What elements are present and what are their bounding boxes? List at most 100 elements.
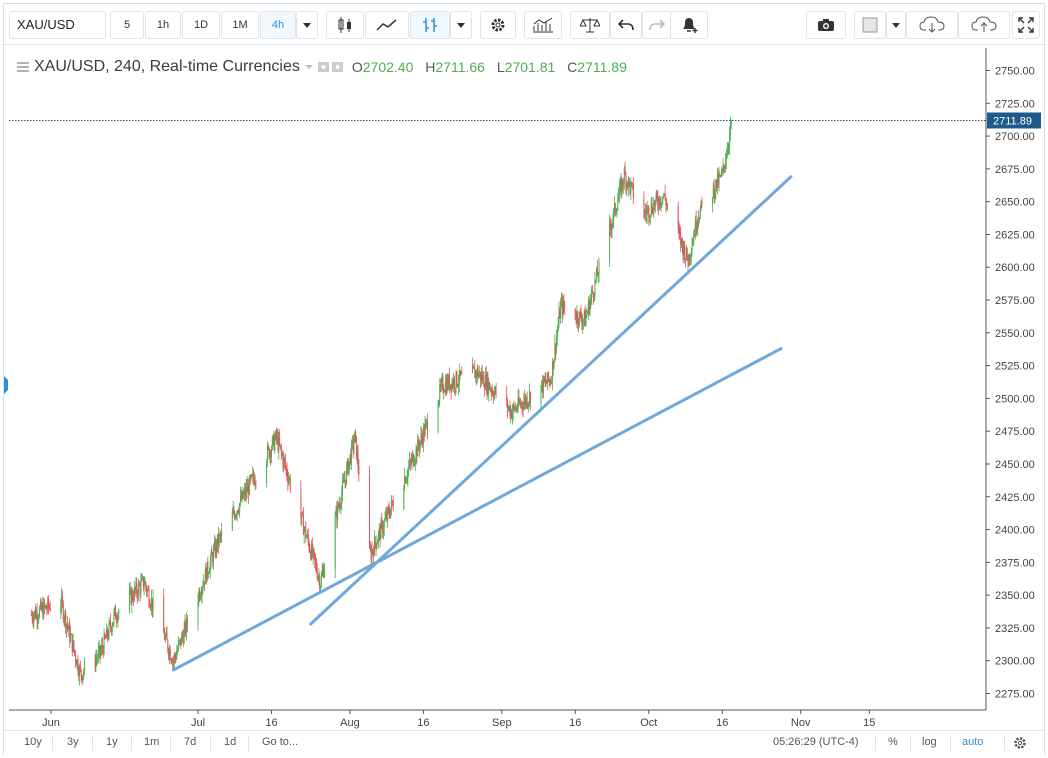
candle-body [425, 421, 427, 425]
load-chart-button[interactable] [906, 11, 958, 39]
candle-body [726, 150, 728, 158]
candle-body [208, 573, 210, 575]
candle-body [451, 381, 453, 391]
legend-title[interactable]: XAU/USD, 240, Real-time Currencies [34, 58, 300, 75]
range-3y-button[interactable]: 3y [67, 736, 79, 748]
candle-body [241, 491, 243, 501]
log-scale-button[interactable]: log [922, 736, 937, 748]
candle-body [377, 541, 379, 545]
candle-body [645, 211, 647, 214]
candle-body [644, 211, 646, 217]
interval-dropdown-button[interactable] [296, 11, 318, 39]
candle-body [591, 290, 593, 297]
candle-body [106, 628, 108, 639]
candle-body [725, 161, 727, 168]
candle-body [643, 197, 645, 217]
percent-scale-button[interactable]: % [888, 736, 898, 748]
compare-dropdown-button[interactable] [450, 11, 472, 39]
candle-body [543, 377, 545, 382]
range-1m-button[interactable]: 1m [144, 736, 160, 748]
alert-button[interactable] [670, 11, 708, 39]
candle-body [592, 292, 594, 298]
save-chart-button[interactable] [958, 11, 1010, 39]
candle-body [518, 397, 520, 404]
interval-1m-button[interactable]: 1M [221, 11, 259, 39]
candle-body [95, 658, 97, 667]
chevron-down-icon [892, 22, 900, 28]
symbol-input[interactable]: XAU/USD [9, 11, 106, 39]
chevron-down-icon[interactable] [304, 64, 314, 70]
interval-5-button[interactable]: 5 [110, 11, 144, 39]
trendline[interactable] [172, 347, 783, 672]
candle-body [457, 385, 459, 387]
candle-body [389, 514, 391, 517]
candle-body [312, 548, 314, 556]
candle-body [447, 378, 449, 388]
alert-icon [683, 18, 698, 33]
candle-body [341, 493, 343, 505]
undo-button[interactable] [610, 11, 642, 39]
chart-properties-button[interactable] [524, 11, 562, 39]
color-dropdown-button[interactable] [886, 11, 906, 39]
scroll-left-handle[interactable] [4, 376, 8, 394]
candle-body [422, 437, 424, 445]
candle-body [693, 235, 695, 242]
range-7d-button[interactable]: 7d [184, 736, 197, 748]
candle-body [409, 460, 411, 462]
compare-button[interactable] [410, 11, 450, 39]
candle-body [251, 475, 253, 477]
settings-icon[interactable] [1012, 735, 1028, 751]
candle-body [355, 436, 357, 459]
fullscreen-button[interactable] [1012, 11, 1040, 39]
candle-body [478, 374, 480, 377]
candle-body [632, 183, 634, 198]
candle-body [679, 231, 681, 234]
candle-body [625, 174, 627, 188]
collapse-legend-icon[interactable] [16, 61, 30, 73]
range-1d-button[interactable]: 1d [224, 736, 237, 748]
candle-body [182, 636, 184, 644]
candle-body [288, 479, 290, 483]
redo-button[interactable] [642, 11, 672, 39]
settings-button[interactable] [480, 11, 516, 39]
interval-1d-button[interactable]: 1D [182, 11, 220, 39]
candle-body [729, 133, 731, 146]
range-1y-button[interactable]: 1y [106, 736, 118, 748]
candle-body [480, 371, 482, 381]
candle-body [317, 576, 319, 579]
candle-body [132, 598, 134, 601]
auto-scale-button[interactable]: auto [962, 736, 984, 748]
goto-button[interactable]: Go to... [262, 736, 299, 748]
candle-body [455, 371, 457, 389]
candle-body [664, 193, 666, 200]
snapshot-button[interactable] [806, 11, 846, 39]
candle-body [561, 300, 563, 315]
candle-body [232, 509, 234, 514]
candle-body [544, 379, 546, 382]
candle-body [48, 599, 50, 608]
candle-body [243, 493, 245, 498]
candle-body [580, 312, 582, 320]
candle-body [152, 596, 154, 610]
candle-body [629, 182, 631, 193]
candle-body [384, 518, 386, 521]
scales-button[interactable] [570, 11, 610, 39]
candle-body [275, 431, 277, 438]
candle-body [615, 211, 617, 213]
candle-body [511, 410, 513, 419]
interval-4h-button[interactable]: 4h [260, 11, 296, 39]
candles-button[interactable] [326, 11, 364, 39]
color-button[interactable] [854, 11, 886, 39]
candle-body [166, 632, 168, 640]
candle-body [255, 482, 257, 484]
interval-1h-button[interactable]: 1h [145, 11, 181, 39]
candle-body [269, 451, 271, 458]
price-chart[interactable]: 2275.00 2300.00 2325.00 2350.00 2375.00 2400.… [4, 4, 1044, 730]
candle-body [108, 622, 110, 638]
candle-body [512, 404, 514, 413]
legend-settings-icon[interactable] [317, 61, 344, 73]
indicators-button[interactable] [365, 11, 409, 39]
candle-body [308, 541, 310, 550]
trendline[interactable] [309, 175, 793, 626]
range-10y-button[interactable]: 10y [24, 736, 42, 748]
